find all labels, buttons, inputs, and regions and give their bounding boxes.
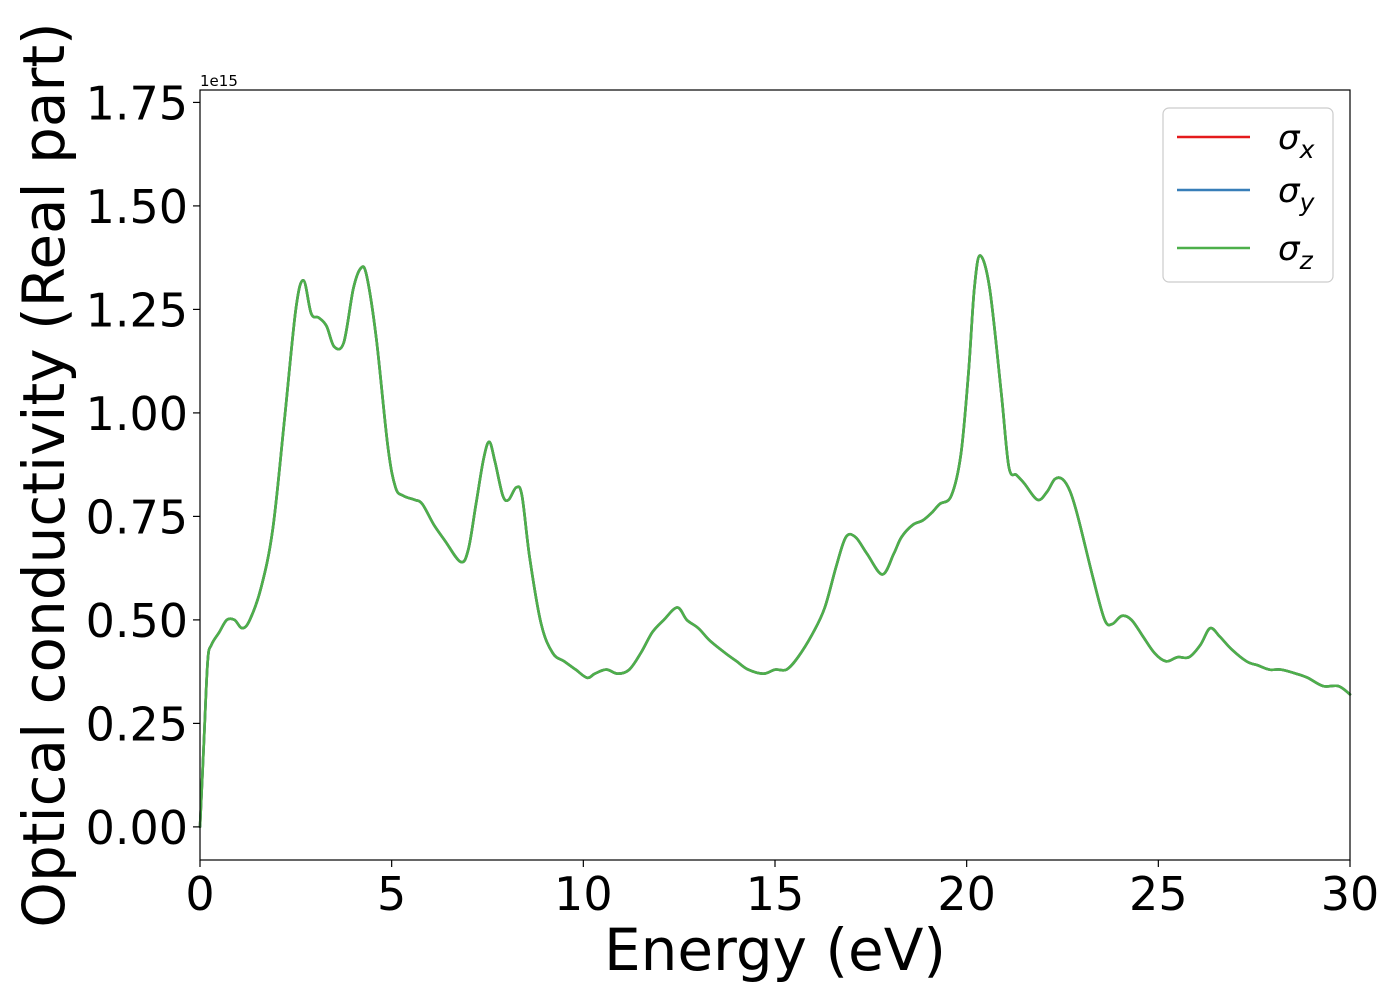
legend-label-sigma-x: σx <box>1278 118 1315 164</box>
y-offset-label: 1e15 <box>200 72 238 90</box>
y-tick-label: 1.00 <box>86 387 188 441</box>
x-tick-label: 5 <box>377 867 406 921</box>
y-tick-label: 1.25 <box>86 283 188 337</box>
x-tick-label: 0 <box>185 867 214 921</box>
x-axis: 0 5 10 15 20 25 30 <box>185 860 1379 921</box>
y-tick-label: 1.75 <box>86 76 188 130</box>
series-line-sigma-x <box>198 254 1352 829</box>
x-tick-label: 30 <box>1321 867 1380 921</box>
legend-label-sigma-z: σz <box>1278 229 1314 275</box>
x-tick-label: 10 <box>554 867 613 921</box>
series-lines <box>198 254 1352 829</box>
y-tick-label: 0.25 <box>86 697 188 751</box>
y-tick-label: 0.50 <box>86 594 188 648</box>
legend: σx σy σz <box>1162 107 1334 283</box>
legend-label-sigma-y: σy <box>1278 171 1316 217</box>
y-tick-label: 1.50 <box>86 180 188 234</box>
y-axis-title: Optical conductivity (Real part) <box>10 22 78 927</box>
x-tick-label: 25 <box>1129 867 1188 921</box>
y-tick-label: 0.00 <box>86 801 188 855</box>
x-tick-label: 15 <box>746 867 805 921</box>
series-line-sigma-y <box>198 254 1352 829</box>
y-axis: 0.00 0.25 0.50 0.75 1.00 1.25 1.50 1.75 <box>86 76 200 855</box>
x-tick-label: 20 <box>937 867 996 921</box>
x-axis-title: Energy (eV) <box>604 916 946 984</box>
y-tick-label: 0.75 <box>86 490 188 544</box>
series-line-sigma-z <box>198 254 1352 829</box>
legend-box <box>1162 107 1334 283</box>
